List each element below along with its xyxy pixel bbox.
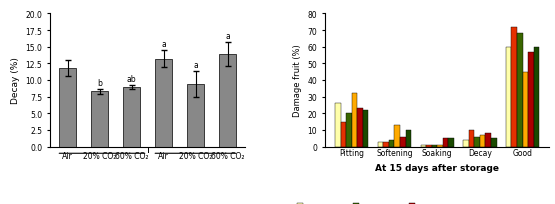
Bar [437, 145, 443, 147]
Bar [528, 52, 534, 147]
Bar [400, 137, 406, 147]
Bar [469, 130, 475, 147]
Bar [186, 84, 204, 147]
Bar [406, 130, 411, 147]
Bar [486, 134, 491, 147]
Bar [432, 145, 437, 147]
Bar [421, 145, 426, 147]
Bar [480, 135, 486, 147]
Bar [346, 114, 352, 147]
Bar [363, 110, 369, 147]
Bar [352, 94, 357, 147]
Bar [395, 125, 400, 147]
Bar [357, 109, 363, 147]
Y-axis label: Decay (%): Decay (%) [11, 57, 20, 104]
Bar [155, 59, 173, 147]
Bar [512, 28, 517, 147]
Bar [335, 104, 341, 147]
Text: a: a [161, 40, 166, 49]
Bar [448, 139, 454, 147]
Text: ab: ab [127, 75, 137, 84]
Text: a: a [193, 60, 198, 69]
Bar [123, 88, 140, 147]
Bar [378, 142, 384, 147]
Bar [463, 140, 469, 147]
Bar [426, 145, 432, 147]
Bar [341, 122, 346, 147]
Bar [59, 69, 77, 147]
Text: a: a [225, 32, 230, 41]
Bar [534, 47, 539, 147]
Bar [443, 139, 448, 147]
Bar [517, 34, 523, 147]
Bar [506, 47, 512, 147]
Bar [475, 137, 480, 147]
Bar [384, 142, 389, 147]
Bar [491, 139, 497, 147]
Text: b: b [97, 78, 102, 87]
Bar [523, 72, 528, 147]
Bar [219, 55, 236, 147]
Bar [91, 92, 108, 147]
X-axis label: At 15 days after storage: At 15 days after storage [375, 163, 499, 172]
Y-axis label: Damage fruit (%): Damage fruit (%) [293, 44, 302, 117]
Legend: Control 12°C, 20%CO2 12°C, 60%CO2 12°C, Control 20°C, 20%CO2 20°C, 60%CO2 20°C: Control 12°C, 20%CO2 12°C, 60%CO2 12°C, … [294, 200, 464, 204]
Bar [389, 140, 395, 147]
